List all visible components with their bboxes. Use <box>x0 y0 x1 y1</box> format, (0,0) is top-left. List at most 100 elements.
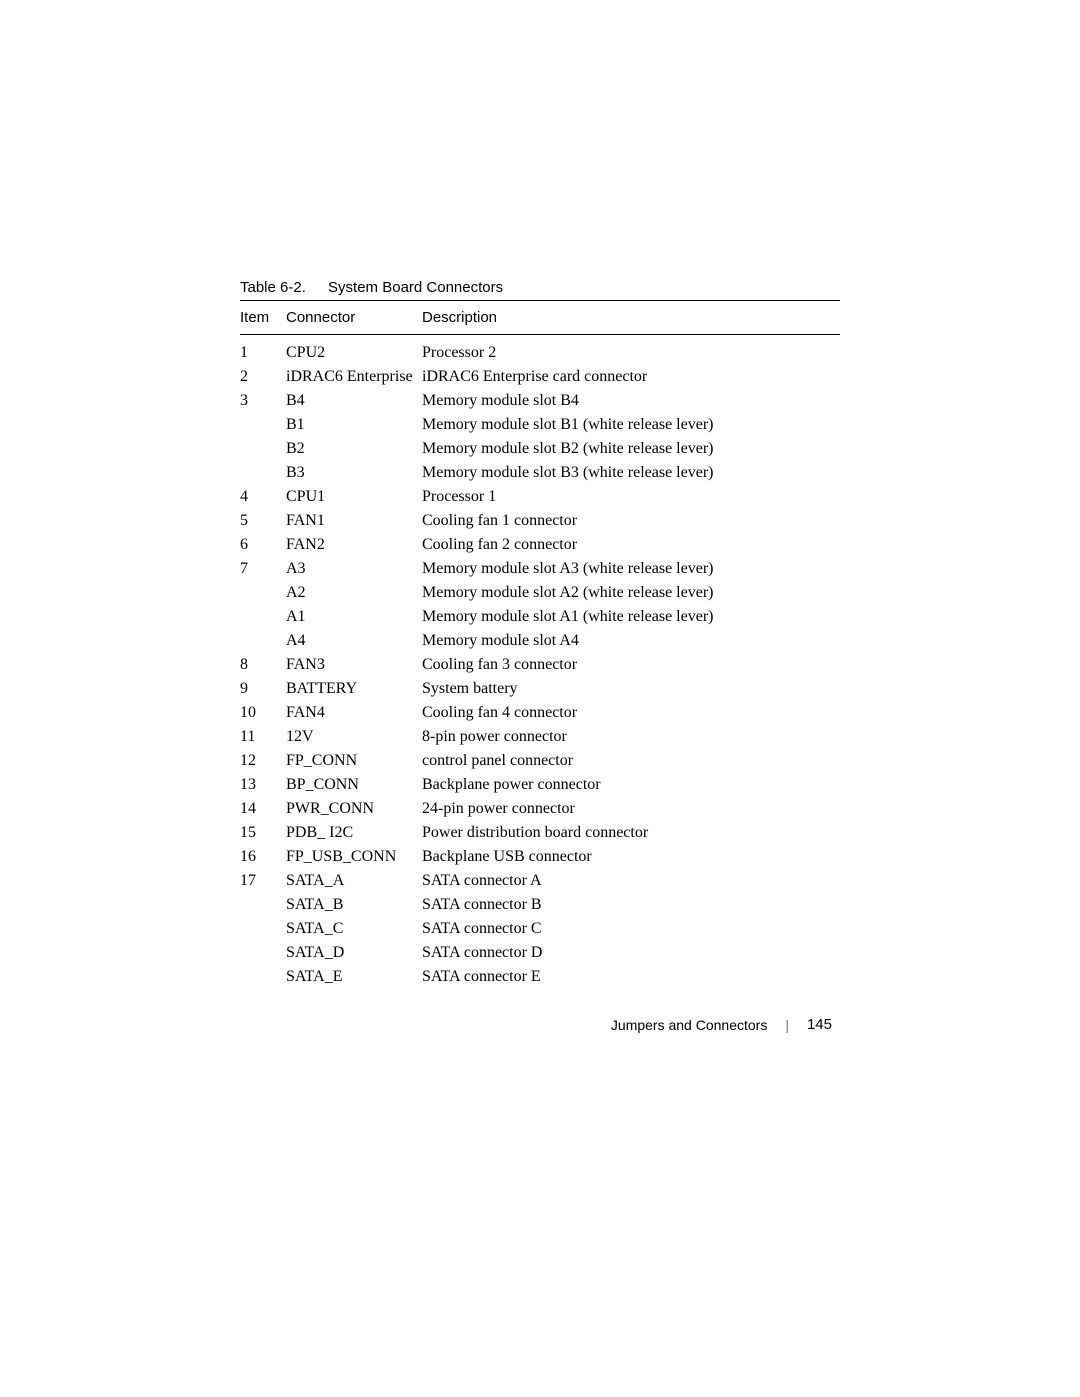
cell-connector: FAN2 <box>286 537 422 553</box>
cell-description: Cooling fan 2 connector <box>422 537 840 553</box>
cell-item: 5 <box>240 513 286 529</box>
table-row: 12FP_CONNcontrol panel connector <box>240 749 840 773</box>
cell-item <box>240 921 286 937</box>
cell-description: Cooling fan 1 connector <box>422 513 840 529</box>
cell-description: Backplane USB connector <box>422 849 840 865</box>
cell-item <box>240 609 286 625</box>
table-row: SATA_ESATA connector E <box>240 965 840 989</box>
cell-item: 10 <box>240 705 286 721</box>
cell-description: SATA connector A <box>422 873 840 889</box>
table-row: 8FAN3Cooling fan 3 connector <box>240 653 840 677</box>
table-row: 9BATTERYSystem battery <box>240 677 840 701</box>
table-row: SATA_CSATA connector C <box>240 917 840 941</box>
table-row: SATA_DSATA connector D <box>240 941 840 965</box>
cell-item <box>240 945 286 961</box>
col-header-connector: Connector <box>286 309 422 326</box>
cell-connector: B4 <box>286 393 422 409</box>
cell-item: 15 <box>240 825 286 841</box>
cell-connector: B2 <box>286 441 422 457</box>
cell-item <box>240 897 286 913</box>
table-row: 10FAN4Cooling fan 4 connector <box>240 701 840 725</box>
cell-description: Power distribution board connector <box>422 825 840 841</box>
cell-connector: SATA_A <box>286 873 422 889</box>
cell-description: SATA connector B <box>422 897 840 913</box>
cell-connector: PWR_CONN <box>286 801 422 817</box>
table-row: 3B4Memory module slot B4 <box>240 389 840 413</box>
cell-description: Memory module slot A2 (white release lev… <box>422 585 840 601</box>
cell-connector: FAN1 <box>286 513 422 529</box>
cell-description: Memory module slot B1 (white release lev… <box>422 417 840 433</box>
cell-item: 3 <box>240 393 286 409</box>
cell-description: Memory module slot B3 (white release lev… <box>422 465 840 481</box>
cell-description: Processor 1 <box>422 489 840 505</box>
cell-connector: SATA_C <box>286 921 422 937</box>
table-row: A4Memory module slot A4 <box>240 629 840 653</box>
table-row: 16FP_USB_CONNBackplane USB connector <box>240 845 840 869</box>
cell-connector: PDB_ I2C <box>286 825 422 841</box>
cell-item: 16 <box>240 849 286 865</box>
cell-description: Cooling fan 3 connector <box>422 657 840 673</box>
cell-item <box>240 585 286 601</box>
cell-connector: BATTERY <box>286 681 422 697</box>
cell-item: 11 <box>240 729 286 745</box>
footer-separator: | <box>785 1017 789 1033</box>
cell-item: 9 <box>240 681 286 697</box>
cell-item: 2 <box>240 369 286 385</box>
caption-label: Table 6-2. <box>240 279 306 296</box>
page-footer: Jumpers and Connectors | 145 <box>0 1016 1080 1033</box>
table-row: B1Memory module slot B1 (white release l… <box>240 413 840 437</box>
cell-description: Cooling fan 4 connector <box>422 705 840 721</box>
cell-item: 8 <box>240 657 286 673</box>
table-row: 1CPU2Processor 2 <box>240 341 840 365</box>
cell-connector: FP_USB_CONN <box>286 849 422 865</box>
cell-item: 17 <box>240 873 286 889</box>
cell-description: SATA connector D <box>422 945 840 961</box>
cell-connector: SATA_D <box>286 945 422 961</box>
cell-description: 8-pin power connector <box>422 729 840 745</box>
cell-description: 24-pin power connector <box>422 801 840 817</box>
cell-description: SATA connector E <box>422 969 840 985</box>
table-row: 2iDRAC6 EnterpriseiDRAC6 Enterprise card… <box>240 365 840 389</box>
cell-description: Backplane power connector <box>422 777 840 793</box>
cell-item <box>240 417 286 433</box>
cell-connector: B3 <box>286 465 422 481</box>
cell-item: 1 <box>240 345 286 361</box>
cell-connector: FAN4 <box>286 705 422 721</box>
table-row: 14PWR_CONN24-pin power connector <box>240 797 840 821</box>
table-row: B2Memory module slot B2 (white release l… <box>240 437 840 461</box>
col-header-item: Item <box>240 309 286 326</box>
cell-connector: SATA_E <box>286 969 422 985</box>
cell-description: Memory module slot A4 <box>422 633 840 649</box>
cell-item: 14 <box>240 801 286 817</box>
table-row: SATA_BSATA connector B <box>240 893 840 917</box>
cell-connector: A2 <box>286 585 422 601</box>
cell-item <box>240 441 286 457</box>
cell-connector: FAN3 <box>286 657 422 673</box>
cell-connector: A1 <box>286 609 422 625</box>
cell-connector: CPU2 <box>286 345 422 361</box>
cell-connector: SATA_B <box>286 897 422 913</box>
cell-description: control panel connector <box>422 753 840 769</box>
table-row: 17SATA_ASATA connector A <box>240 869 840 893</box>
cell-item: 4 <box>240 489 286 505</box>
cell-connector: FP_CONN <box>286 753 422 769</box>
table-rule-mid <box>240 334 840 335</box>
cell-description: Memory module slot B2 (white release lev… <box>422 441 840 457</box>
cell-connector: A3 <box>286 561 422 577</box>
cell-connector: 12V <box>286 729 422 745</box>
cell-description: iDRAC6 Enterprise card connector <box>422 369 840 385</box>
table-row: 5FAN1Cooling fan 1 connector <box>240 509 840 533</box>
table-row: 13BP_CONNBackplane power connector <box>240 773 840 797</box>
cell-item: 6 <box>240 537 286 553</box>
cell-description: Memory module slot A3 (white release lev… <box>422 561 840 577</box>
cell-connector: B1 <box>286 417 422 433</box>
cell-item <box>240 633 286 649</box>
table-row: 7A3Memory module slot A3 (white release … <box>240 557 840 581</box>
page: Table 6-2. System Board Connectors Item … <box>0 0 1080 1397</box>
col-header-description: Description <box>422 309 840 326</box>
table-caption: Table 6-2. System Board Connectors <box>240 279 503 296</box>
table-row: 4CPU1Processor 1 <box>240 485 840 509</box>
cell-connector: A4 <box>286 633 422 649</box>
cell-connector: CPU1 <box>286 489 422 505</box>
cell-connector: BP_CONN <box>286 777 422 793</box>
